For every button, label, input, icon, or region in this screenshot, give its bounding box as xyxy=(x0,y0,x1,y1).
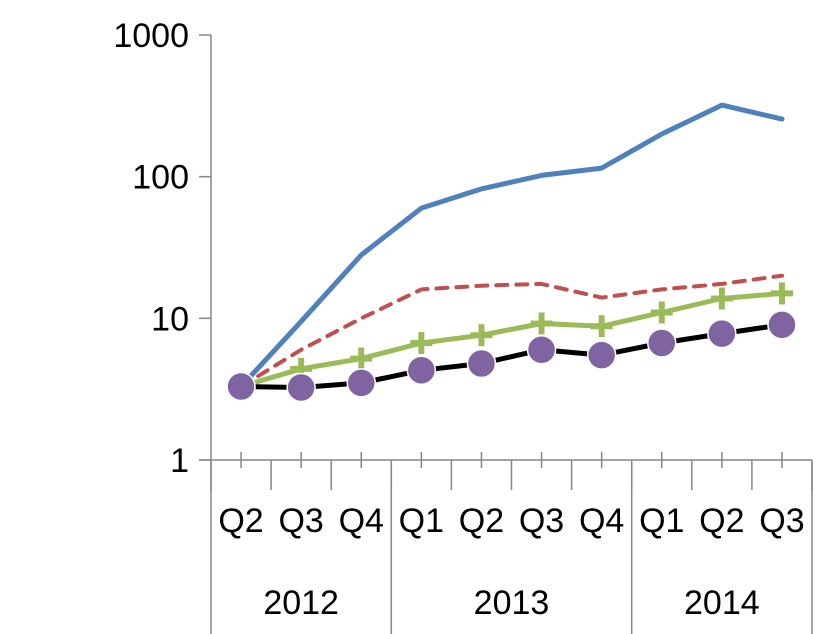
series-line-4 xyxy=(238,322,785,390)
x-tick-label: Q1 xyxy=(639,502,684,540)
series-line-2 xyxy=(239,273,784,389)
x-tick-label: Q2 xyxy=(459,502,504,540)
y-tick-label: 10 xyxy=(151,300,189,338)
series-layer xyxy=(226,102,797,403)
series-4-point xyxy=(767,310,797,340)
series-3-point xyxy=(590,315,613,338)
series-line-3 xyxy=(238,290,785,389)
series-4-point xyxy=(707,318,737,349)
x-tick-label: Q4 xyxy=(579,502,624,540)
series-3-point xyxy=(470,324,493,347)
series-4-point xyxy=(226,371,256,402)
x-tick-label: Q3 xyxy=(519,502,564,540)
x-tick-label: Q3 xyxy=(278,502,323,540)
series-4-point xyxy=(526,335,557,365)
series-3-point xyxy=(410,331,433,354)
y-tick-label: 1000 xyxy=(113,17,189,55)
x-group-label: 2013 xyxy=(474,584,550,622)
x-tick-label: Q2 xyxy=(699,502,744,540)
series-line-1 xyxy=(238,102,785,389)
series-3-point xyxy=(770,282,793,305)
series-4-point xyxy=(406,355,437,386)
series-4-point xyxy=(346,368,376,398)
x-tick-label: Q1 xyxy=(399,502,444,540)
series-4-point xyxy=(586,340,617,370)
x-group-label: 2012 xyxy=(263,584,339,622)
y-tick-label: 1 xyxy=(170,442,189,480)
series-3-point xyxy=(650,301,673,324)
series-3-point xyxy=(710,287,733,310)
x-tick-label: Q2 xyxy=(218,502,263,540)
series-4-point xyxy=(647,328,677,358)
series-3-point xyxy=(530,312,553,335)
axes xyxy=(199,34,813,634)
series-3-point xyxy=(350,347,373,370)
x-group-label: 2014 xyxy=(684,584,760,622)
series-4-point xyxy=(286,372,316,403)
series-4-point xyxy=(466,348,497,379)
x-tick-label: Q4 xyxy=(339,502,384,540)
y-tick-label: 100 xyxy=(132,159,189,197)
x-tick-label: Q3 xyxy=(759,502,804,540)
labels-layer: 1 10 100 1000 Q2 Q3 Q4 Q1 Q2 Q3 Q4 Q1 Q2 Q3 2012 2013 20… xyxy=(113,17,804,622)
